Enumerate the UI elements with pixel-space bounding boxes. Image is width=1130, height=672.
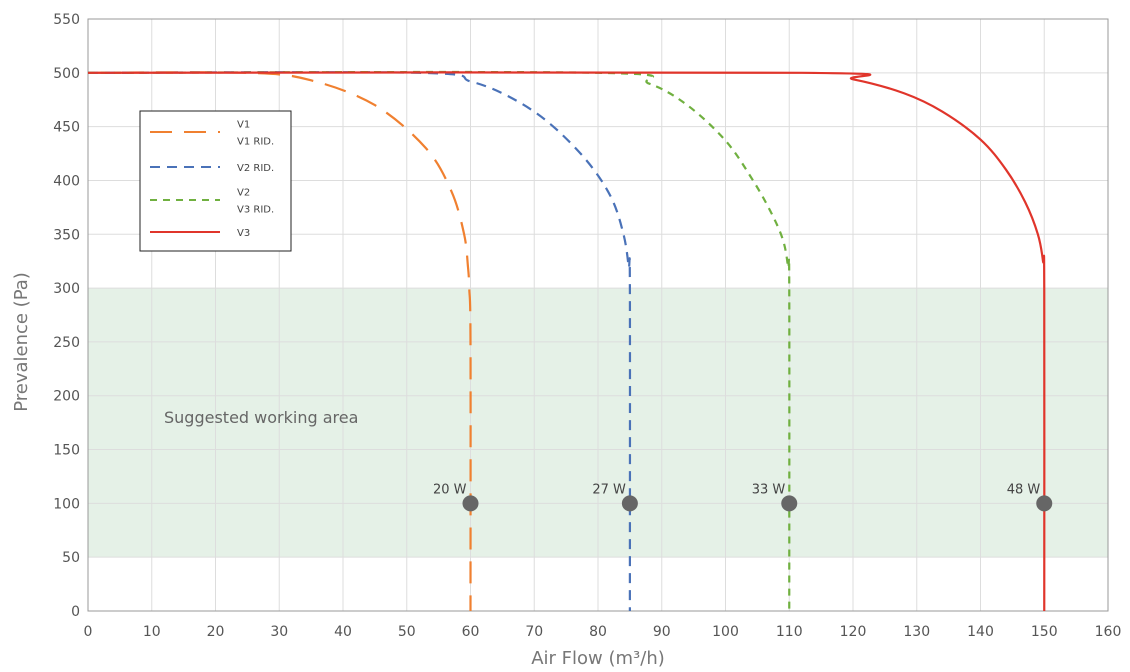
y-tick-label: 550 <box>53 12 80 28</box>
y-tick-label: 250 <box>53 335 80 351</box>
y-tick-label: 450 <box>53 120 80 136</box>
legend-label: V2 <box>237 188 250 199</box>
plot-frame <box>87 18 1109 612</box>
x-tick-label: 120 <box>840 624 867 640</box>
x-tick-label: 80 <box>589 624 607 640</box>
x-tick-label: 100 <box>712 624 739 640</box>
y-tick-label: 350 <box>53 227 80 243</box>
operating-point-label: 33 W <box>752 482 786 497</box>
y-tick-label: 50 <box>62 550 80 566</box>
y-tick-label: 400 <box>53 173 80 189</box>
operating-points: 20 W 27 W 33 W 48 W <box>433 482 1053 512</box>
series-lines <box>87 70 1046 612</box>
x-tick-label: 160 <box>1095 624 1122 640</box>
legend-label: V1 <box>237 120 250 131</box>
operating-point <box>781 495 798 512</box>
y-tick-label: 100 <box>53 496 80 512</box>
legend-box <box>139 110 292 252</box>
x-tick-label: 60 <box>462 624 480 640</box>
y-tick-label: 0 <box>71 604 80 620</box>
series-line-1 <box>87 71 472 612</box>
y-axis-title: Prevalence (Pa) <box>11 272 32 412</box>
operating-point-label: 48 W <box>1007 482 1041 497</box>
series-line-4 <box>87 71 1046 612</box>
x-tick-label: 150 <box>1031 624 1058 640</box>
x-axis-title: Air Flow (m³/h) <box>531 648 665 669</box>
x-tick-label: 0 <box>84 624 93 640</box>
x-tick-label: 40 <box>334 624 352 640</box>
x-tick-label: 140 <box>967 624 994 640</box>
legend-label: V3 RID. <box>237 205 274 216</box>
y-tick-label: 500 <box>53 66 80 82</box>
operating-point <box>1036 495 1053 512</box>
legend-label: V1 RID. <box>237 137 274 148</box>
y-tick-label: 200 <box>53 389 80 405</box>
x-tick-label: 10 <box>143 624 161 640</box>
y-tick-labels: 0 50 100 150 200 250 300 350 400 450 500 550 <box>53 12 80 620</box>
y-tick-label: 300 <box>53 281 80 297</box>
area-label: Suggested working area <box>164 408 358 427</box>
x-tick-labels: 0 10 20 30 40 50 60 70 80 90 100 110 120 130 140 150 160 <box>84 624 1122 640</box>
operating-point <box>462 495 479 512</box>
operating-point <box>621 495 638 512</box>
x-tick-label: 130 <box>903 624 930 640</box>
operating-point-label: 20 W <box>433 482 467 497</box>
operating-point-label: 27 W <box>592 482 626 497</box>
legend: V1 V1 RID. V2 RID. V2 V3 RID. V3 <box>139 110 292 252</box>
x-tick-label: 50 <box>398 624 416 640</box>
x-tick-label: 30 <box>270 624 288 640</box>
x-tick-label: 90 <box>653 624 671 640</box>
legend-label: V3 <box>237 228 250 239</box>
x-tick-label: 110 <box>776 624 803 640</box>
y-tick-label: 150 <box>53 443 80 459</box>
legend-label: V2 RID. <box>237 163 274 174</box>
x-tick-label: 20 <box>207 624 225 640</box>
x-tick-label: 70 <box>525 624 543 640</box>
